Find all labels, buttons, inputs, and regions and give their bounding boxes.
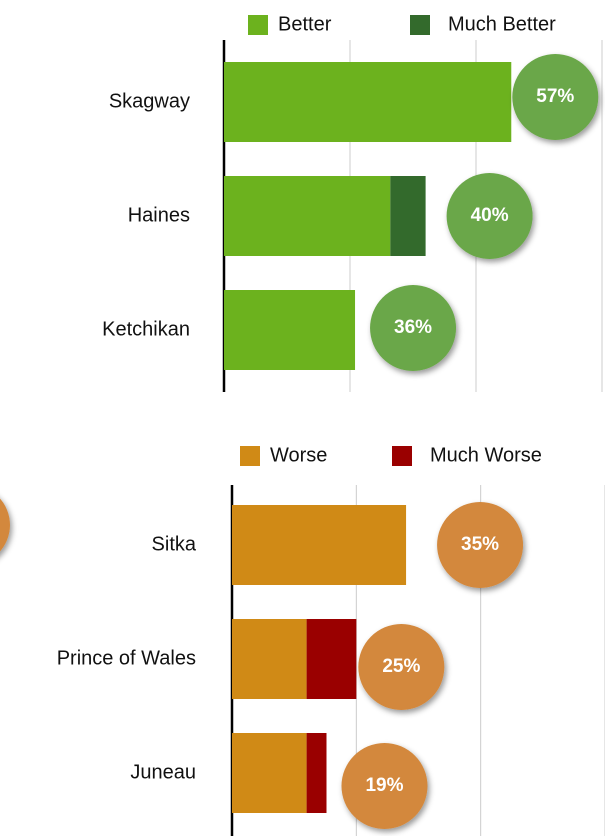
legend-swatch xyxy=(410,15,430,35)
total-badge xyxy=(358,624,445,710)
decoration xyxy=(0,498,10,552)
bar-segment xyxy=(232,619,307,699)
bar-segment xyxy=(224,62,512,142)
total-badge xyxy=(341,743,428,829)
circle-label: 40% xyxy=(471,205,509,226)
bar-segment xyxy=(224,290,356,370)
category-label: Juneau xyxy=(130,761,196,783)
bar-segment xyxy=(232,733,307,813)
legend-label: Much Better xyxy=(448,13,556,35)
legend-swatch xyxy=(392,446,412,466)
total-badge xyxy=(512,54,599,140)
circle-label: 35% xyxy=(461,534,499,555)
legend-swatch xyxy=(240,446,260,466)
legend-swatch xyxy=(248,15,268,35)
category-label: Haines xyxy=(128,204,190,226)
circle-label: 36% xyxy=(394,317,432,338)
total-badge xyxy=(370,285,457,371)
category-label: Sitka xyxy=(152,533,197,555)
bar-segment xyxy=(232,505,407,585)
category-label: Skagway xyxy=(109,90,190,112)
bar-segment xyxy=(390,176,426,256)
legend-label: Worse xyxy=(270,444,327,466)
circle-label: 25% xyxy=(382,656,420,677)
circle-label: 19% xyxy=(365,775,403,796)
bar-segment xyxy=(306,733,327,813)
bar-segment xyxy=(306,619,357,699)
category-label: Prince of Wales xyxy=(57,647,196,669)
bar-segment xyxy=(224,176,391,256)
total-badge xyxy=(437,502,524,588)
circle-label: 57% xyxy=(536,86,574,107)
category-label: Ketchikan xyxy=(102,318,190,340)
legend-label: Much Worse xyxy=(430,444,542,466)
legend-label: Better xyxy=(278,13,332,35)
total-badge xyxy=(446,173,533,259)
